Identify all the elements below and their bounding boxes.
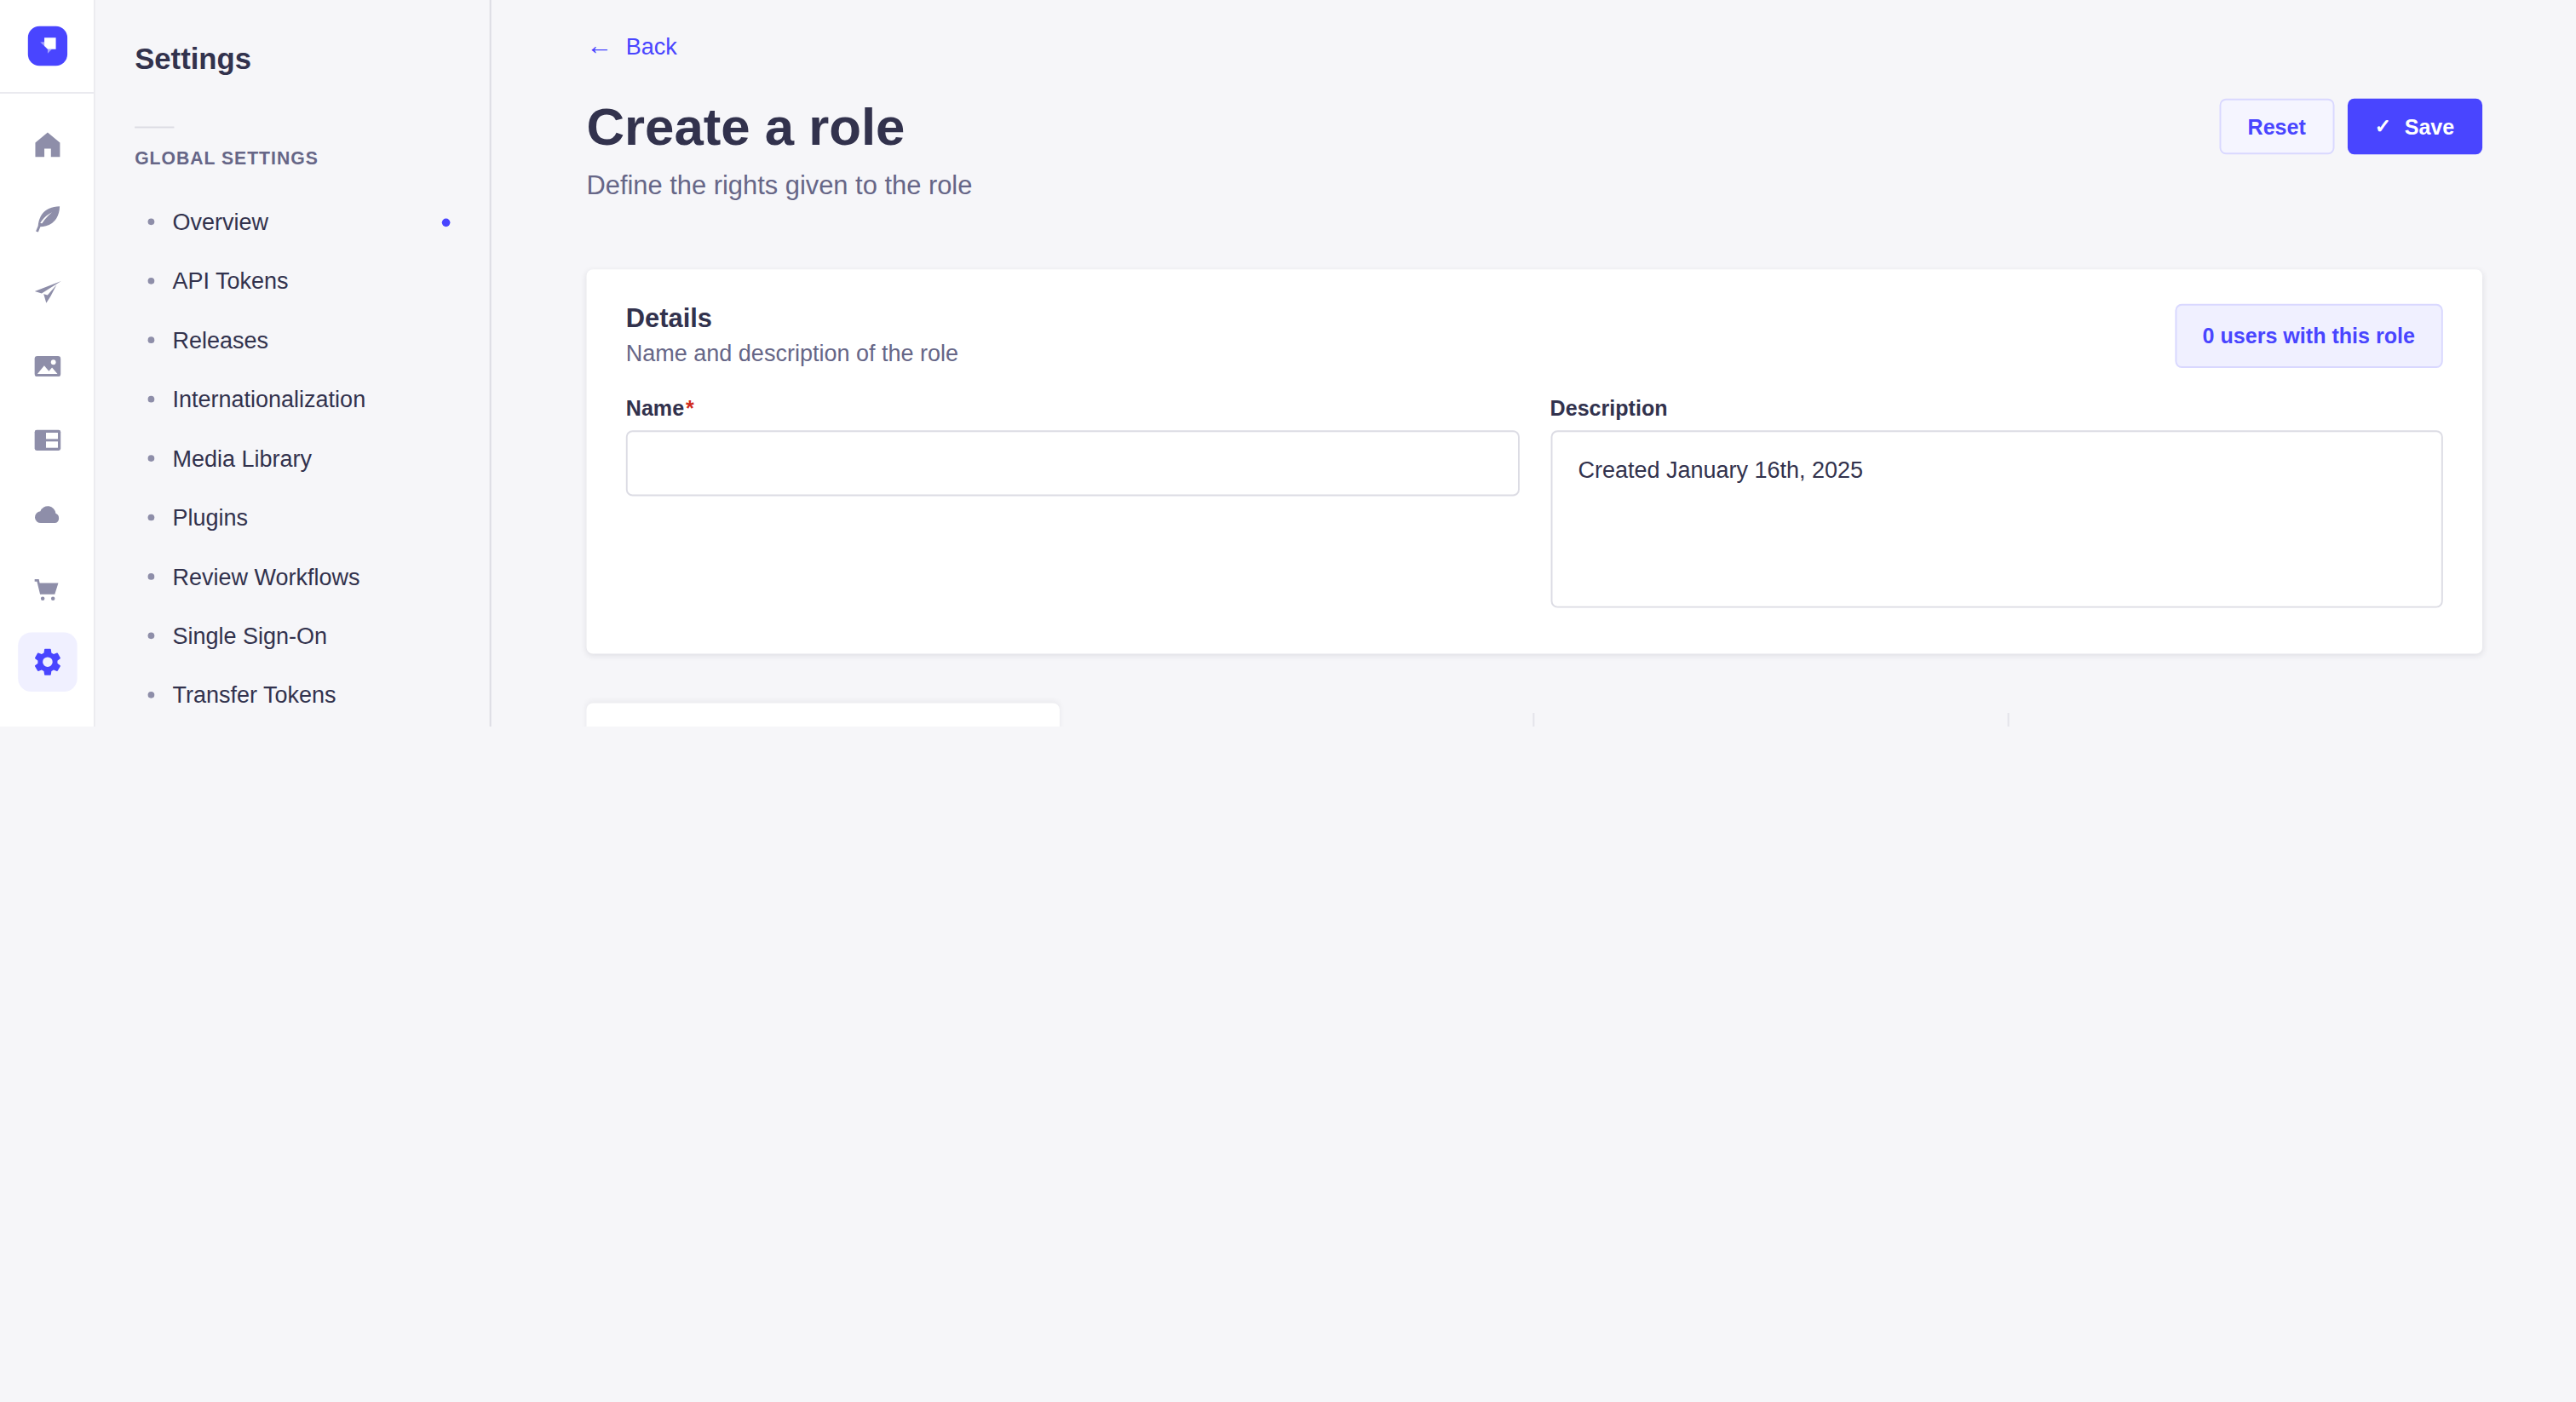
back-arrow-icon: ← <box>586 33 612 60</box>
strapi-logo-icon <box>27 26 66 66</box>
save-button[interactable]: ✓ Save <box>2347 99 2482 155</box>
media-images-icon[interactable] <box>17 336 76 395</box>
users-with-role-button[interactable]: 0 users with this role <box>2175 304 2443 368</box>
tab-settings[interactable]: Settings <box>2008 713 2482 727</box>
bullet-icon <box>148 336 155 343</box>
back-link-label: Back <box>626 33 677 60</box>
main-nav-rail: KD <box>0 0 95 727</box>
sidebar-item-single-sign-on[interactable]: Single Sign-On <box>95 606 490 665</box>
sidebar-item-review-workflows[interactable]: Review Workflows <box>95 547 490 606</box>
details-header: Details Name and description of the role… <box>626 304 2443 370</box>
reset-button[interactable]: Reset <box>2220 99 2334 155</box>
tab-plugins[interactable]: Plugins <box>1532 713 2007 727</box>
gear-icon[interactable] <box>17 632 76 691</box>
sidebar-item-webhooks[interactable]: Webhooks <box>95 724 490 727</box>
subnav-title: Settings <box>135 43 450 77</box>
feather-icon[interactable] <box>17 189 76 248</box>
settings-subnav: Settings GLOBAL SETTINGS Overview API To… <box>95 0 492 727</box>
bullet-icon <box>148 514 155 521</box>
section-global-settings: GLOBAL SETTINGS Overview API Tokens Rele… <box>95 148 490 727</box>
section-label: GLOBAL SETTINGS <box>135 148 450 168</box>
page-header: Create a role Reset ✓ Save <box>586 97 2482 156</box>
name-label: Name* <box>626 396 1519 421</box>
sidebar-item-plugins[interactable]: Plugins <box>95 488 490 547</box>
details-fields: Name* Description Created January 16th, … <box>626 396 2443 614</box>
paper-plane-icon[interactable] <box>17 263 76 322</box>
main-content: ← Back Create a role Reset ✓ Save Define… <box>492 0 2576 727</box>
back-link[interactable]: ← Back <box>586 33 676 60</box>
home-icon[interactable] <box>17 115 76 174</box>
sidebar-item-overview[interactable]: Overview <box>95 192 490 251</box>
header-actions: Reset ✓ Save <box>2220 99 2482 155</box>
tab-collection-types[interactable]: Collection Types <box>586 703 1059 727</box>
tab-single-types[interactable]: Single Types <box>1060 713 1532 727</box>
description-field[interactable]: Created January 16th, 2025 <box>1550 430 2443 607</box>
logo-section <box>0 0 94 94</box>
cart-icon[interactable] <box>17 559 76 618</box>
details-title: Details <box>626 304 958 334</box>
cloud-icon[interactable] <box>17 485 76 543</box>
details-card: Details Name and description of the role… <box>586 269 2482 653</box>
subnav-divider <box>135 126 174 128</box>
page-subtitle: Define the rights given to the role <box>586 170 2482 201</box>
rail-icon-list <box>17 94 76 692</box>
required-asterisk: * <box>686 396 694 421</box>
strapi-logo[interactable] <box>27 26 66 66</box>
bullet-icon <box>148 692 155 698</box>
bullet-icon <box>148 278 155 284</box>
sidebar-item-releases[interactable]: Releases <box>95 310 490 369</box>
bullet-icon <box>148 396 155 403</box>
layout-icon[interactable] <box>17 411 76 469</box>
permissions-tabs: Collection Types Single Types Plugins Se… <box>586 703 2482 727</box>
bullet-icon <box>148 632 155 639</box>
page-title: Create a role <box>586 97 905 156</box>
sidebar-item-transfer-tokens[interactable]: Transfer Tokens <box>95 665 490 724</box>
bullet-icon <box>148 573 155 580</box>
app-window: KD Settings GLOBAL SETTINGS Overview API… <box>0 0 2576 727</box>
check-icon: ✓ <box>2375 115 2391 138</box>
sidebar-item-internationalization[interactable]: Internationalization <box>95 370 490 428</box>
permissions-card: Collection Types Single Types Plugins Se… <box>586 703 2482 727</box>
description-label: Description <box>1550 396 2443 421</box>
save-button-label: Save <box>2405 114 2455 139</box>
sidebar-item-media-library[interactable]: Media Library <box>95 428 490 487</box>
notification-dot <box>442 218 451 227</box>
bullet-icon <box>148 218 155 225</box>
bullet-icon <box>148 455 155 462</box>
details-subtitle: Name and description of the role <box>626 340 958 366</box>
sidebar-item-api-tokens[interactable]: API Tokens <box>95 251 490 310</box>
name-field[interactable] <box>626 430 1519 496</box>
